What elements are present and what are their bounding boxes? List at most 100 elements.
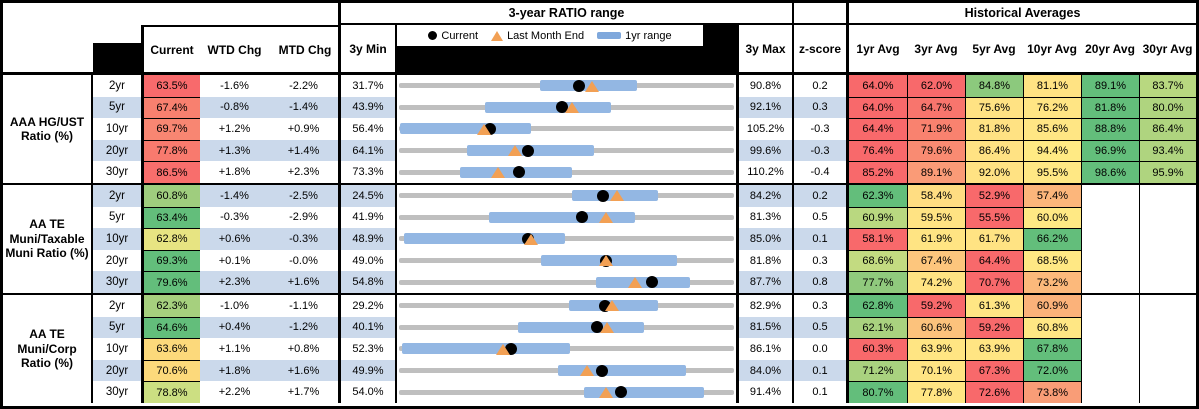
min-3y-cell: 24.5%: [341, 184, 397, 207]
current-dot: [512, 166, 525, 179]
avg-cell: 76.4%: [849, 139, 907, 162]
change-columns-header: Current WTD Chg MTD Chg: [141, 25, 341, 72]
avg-col-30yr: 30yr Avg: [1142, 41, 1193, 56]
avg-cell: 73.2%: [1023, 271, 1081, 293]
wtd-chg-cell: +2.3%: [200, 271, 269, 293]
current-cell: 62.8%: [144, 228, 200, 250]
header-row-1: 3-year RATIO range Historical Averages: [3, 3, 1196, 25]
mtd-chg-cell: -1.2%: [269, 316, 341, 339]
avg-columns-header: 1yr Avg 3yr Avg 5yr Avg 10yr Avg 20yr Av…: [849, 25, 1196, 72]
min-3y-cell: 54.0%: [341, 381, 397, 403]
avg-cell: [1139, 338, 1196, 360]
current-dot: [573, 79, 586, 92]
current-cell: 63.6%: [144, 338, 200, 360]
avg-cell: 96.9%: [1081, 139, 1139, 162]
avg-cell: 76.2%: [1023, 96, 1081, 119]
avg-cell: [1081, 316, 1139, 339]
one-year-range-bar: [517, 321, 645, 333]
wtd-chg-cell: +0.6%: [200, 228, 269, 250]
mtd-chg-cell: -2.9%: [269, 206, 341, 229]
tenor-column-header-black: [93, 43, 141, 75]
group-label: AA TE Muni/Taxable Muni Ratio (%): [3, 184, 93, 293]
last-month-end-triangle: [490, 166, 505, 178]
avg-col-10yr: 10yr Avg: [1027, 41, 1077, 56]
tenor-cell: 2yr: [93, 184, 144, 207]
last-month-end-triangle: [628, 276, 643, 288]
range-chart: [397, 161, 739, 183]
avg-cell: 77.7%: [849, 271, 907, 293]
tenor-cell: 2yr: [93, 294, 144, 317]
avg-cell: 55.5%: [965, 206, 1023, 229]
current-cell: 64.6%: [144, 316, 200, 339]
avg-cell: 60.8%: [1023, 316, 1081, 339]
avg-cell: 60.9%: [849, 206, 907, 229]
current-dot: [575, 211, 588, 224]
current-cell: 60.8%: [144, 184, 200, 207]
avg-cell: 74.2%: [907, 271, 965, 293]
avg-cell: 70.1%: [907, 359, 965, 382]
last-month-end-triangle: [599, 322, 614, 334]
zscore-cell: 0.0: [794, 338, 849, 360]
avg-cell: [1139, 316, 1196, 339]
range-chart: [397, 75, 739, 97]
zscore-cell: 0.3: [794, 96, 849, 119]
avg-cell: 75.6%: [965, 96, 1023, 119]
tenor-cell: 5yr: [93, 316, 144, 339]
range-chart: [397, 118, 739, 140]
wtd-chg-cell: -1.4%: [200, 184, 269, 207]
min-3y-cell: 43.9%: [341, 96, 397, 119]
wtd-chg-cell: +1.2%: [218, 122, 251, 135]
avg-cell: 61.7%: [965, 228, 1023, 250]
min-3y-cell: 31.7%: [341, 75, 397, 97]
avg-cell: 63.9%: [965, 338, 1023, 360]
range-chart: [397, 271, 739, 293]
avg-cell: 52.9%: [965, 184, 1023, 207]
mtd-chg-cell: +1.6%: [269, 271, 341, 293]
zscore-cell: 0.1: [794, 381, 849, 403]
range-chart: [397, 139, 739, 162]
min-3y-cell: 48.9%: [341, 228, 397, 250]
min-3y-cell: 41.9%: [341, 206, 397, 229]
current-cell: 77.8%: [144, 139, 200, 162]
legend-1yr-range: 1yr range: [597, 30, 672, 42]
min-3y-cell: 52.3%: [341, 338, 397, 360]
legend-last-month-end: Last Month End: [491, 30, 584, 42]
header-blank-zscore: [794, 3, 849, 25]
current-column-header: Current: [150, 42, 194, 57]
avg-cell: 72.0%: [1023, 359, 1081, 382]
header-corner: [3, 25, 141, 75]
max-3y-cell: 92.1%: [739, 96, 794, 119]
avg-col-20yr: 20yr Avg: [1085, 41, 1135, 56]
zscore-cell: 0.5: [794, 206, 849, 229]
avg-cell: 59.5%: [907, 206, 965, 229]
zscore-cell: -0.4: [794, 161, 849, 183]
wtd-chg-cell: +1.3%: [200, 139, 269, 162]
mtd-chg-cell: +1.7%: [269, 381, 341, 403]
last-month-end-triangle: [579, 365, 594, 377]
mtd-chg-cell: +0.9%: [269, 118, 341, 140]
avg-cell: 62.0%: [907, 75, 965, 97]
avg-cell: 70.7%: [965, 271, 1023, 293]
tenor-cell: 20yr: [93, 249, 144, 272]
tenor-cell: 30yr: [93, 161, 144, 183]
wtd-chg-cell: +1.8%: [218, 166, 251, 179]
avg-cell: 58.1%: [849, 228, 907, 250]
avg-cell: 57.4%: [1023, 184, 1081, 207]
avg-cell: 64.4%: [965, 249, 1023, 272]
one-year-range-bar: [399, 123, 531, 135]
avg-cell: 95.5%: [1023, 161, 1081, 183]
zscore-cell: 0.2: [794, 75, 849, 97]
mtd-chg-cell: +1.4%: [269, 139, 341, 162]
tenor-cell: 10yr: [93, 228, 144, 250]
avg-cell: 73.8%: [1023, 381, 1081, 403]
max-3y-cell: 99.6%: [739, 139, 794, 162]
range-section-title: 3-year RATIO range: [341, 3, 794, 25]
zscore-cell: 0.1: [794, 359, 849, 382]
current-dot: [645, 276, 658, 289]
max-3y-cell: 86.1%: [739, 338, 794, 360]
chart-legend: Current Last Month End 1yr range: [397, 25, 703, 46]
wtd-chg-cell: +1.1%: [218, 342, 251, 355]
avg-cell: 67.3%: [965, 359, 1023, 382]
current-cell: 69.7%: [144, 118, 200, 140]
